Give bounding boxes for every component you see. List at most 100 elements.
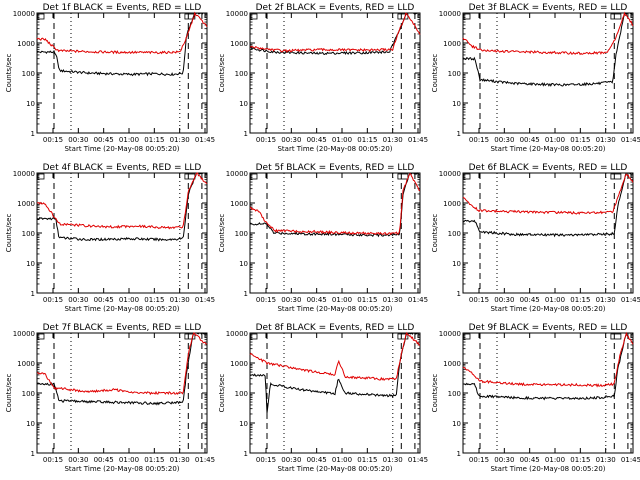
- chart-panel: Det 1f BLACK = Events, RED = LLD 1 10 100 10…: [5, 3, 215, 153]
- y-tick-label: 10: [239, 260, 248, 268]
- x-tick-label: 01:15: [357, 136, 377, 144]
- y-axis-label: Counts/sec: [5, 374, 13, 413]
- chart-title: Det 3f BLACK = Events, RED = LLD: [469, 3, 628, 13]
- x-tick-label: 00:45: [520, 456, 540, 464]
- corner-marker: [37, 333, 45, 340]
- y-tick-label: 1: [244, 450, 248, 458]
- y-tick-label: 10000: [439, 170, 461, 178]
- corner-marker: [250, 333, 258, 340]
- x-axis-label: Start Time (20-May-08 00:05:20): [490, 145, 605, 153]
- x-tick-label: 00:45: [94, 136, 114, 144]
- x-tick-label: 01:00: [332, 296, 352, 304]
- y-axis-label: Counts/sec: [431, 374, 439, 413]
- y-tick-label: 1000: [443, 40, 461, 48]
- x-tick-label: 01:15: [570, 136, 590, 144]
- y-tick-label: 10000: [439, 10, 461, 18]
- y-tick-label: 10000: [13, 330, 35, 338]
- x-tick-label: 00:30: [281, 296, 301, 304]
- x-axis-label: Start Time (20-May-08 00:05:20): [277, 145, 392, 153]
- y-tick-label: 100: [235, 70, 248, 78]
- y-tick-label: 10000: [226, 170, 248, 178]
- y-tick-label: 10000: [439, 330, 461, 338]
- x-tick-label: 01:45: [408, 296, 428, 304]
- corner-marker: [250, 13, 258, 20]
- x-tick-label: 00:30: [494, 456, 514, 464]
- chart-title: Det 2f BLACK = Events, RED = LLD: [256, 3, 415, 13]
- chart-panel: Det 3f BLACK = Events, RED = LLD 1 10 100 10…: [431, 3, 640, 153]
- x-tick-label: 00:30: [68, 136, 88, 144]
- y-tick-label: 100: [448, 230, 461, 238]
- x-tick-label: 01:30: [170, 456, 190, 464]
- lld-series-line: [462, 11, 634, 56]
- y-tick-label: 1: [457, 450, 461, 458]
- x-tick-label: 00:15: [43, 456, 63, 464]
- corner-marker: [250, 173, 258, 180]
- x-tick-label: 01:15: [144, 136, 164, 144]
- y-tick-label: 1000: [17, 200, 35, 208]
- lld-series-line: [249, 12, 421, 53]
- chart-title: Det 1f BLACK = Events, RED = LLD: [43, 3, 202, 13]
- y-tick-label: 1000: [443, 200, 461, 208]
- x-tick-label: 01:45: [408, 136, 428, 144]
- y-axis-label: Counts/sec: [5, 54, 13, 93]
- y-tick-label: 10000: [226, 330, 248, 338]
- y-tick-label: 1: [31, 290, 35, 298]
- x-tick-label: 01:00: [119, 456, 139, 464]
- y-tick-label: 1: [31, 130, 35, 138]
- y-tick-label: 100: [235, 390, 248, 398]
- x-tick-label: 00:15: [469, 136, 489, 144]
- x-tick-label: 00:30: [281, 136, 301, 144]
- y-tick-label: 1: [457, 290, 461, 298]
- y-axis-label: Counts/sec: [218, 54, 226, 93]
- x-axis-label: Start Time (20-May-08 00:05:20): [64, 145, 179, 153]
- chart-title: Det 9f BLACK = Events, RED = LLD: [469, 323, 628, 333]
- chart-title: Det 6f BLACK = Events, RED = LLD: [469, 163, 628, 173]
- y-tick-label: 100: [448, 390, 461, 398]
- x-tick-label: 00:30: [494, 136, 514, 144]
- chart-panel: Det 7f BLACK = Events, RED = LLD 1 10 100 10…: [5, 323, 215, 473]
- x-tick-label: 01:45: [621, 296, 640, 304]
- y-tick-label: 10: [452, 420, 461, 428]
- y-tick-label: 10: [26, 260, 35, 268]
- y-tick-label: 1000: [230, 200, 248, 208]
- events-series-line: [36, 332, 208, 406]
- chart-panel: Det 4f BLACK = Events, RED = LLD 1 10 100 10…: [5, 163, 215, 313]
- events-series-line: [249, 332, 421, 414]
- y-axis-label: Counts/sec: [218, 374, 226, 413]
- chart-panel: Det 6f BLACK = Events, RED = LLD 1 10 100 10…: [431, 163, 640, 313]
- lld-series-line: [462, 173, 634, 215]
- flare-marker: [610, 173, 622, 180]
- x-tick-label: 01:30: [170, 296, 190, 304]
- y-tick-label: 10: [239, 100, 248, 108]
- x-tick-label: 00:15: [469, 296, 489, 304]
- events-series-line: [462, 172, 634, 238]
- events-series-line: [462, 12, 634, 87]
- x-tick-label: 00:45: [307, 456, 327, 464]
- y-axis-label: Counts/sec: [218, 214, 226, 253]
- y-tick-label: 1000: [17, 360, 35, 368]
- x-tick-label: 01:30: [383, 456, 403, 464]
- x-tick-label: 00:30: [68, 296, 88, 304]
- y-tick-label: 10000: [13, 10, 35, 18]
- corner-marker: [37, 173, 45, 180]
- x-tick-label: 01:15: [570, 296, 590, 304]
- events-series-line: [36, 12, 208, 77]
- x-tick-label: 01:00: [119, 136, 139, 144]
- chart-panel: Det 8f BLACK = Events, RED = LLD 1 10 100 10…: [218, 323, 428, 473]
- x-tick-label: 00:45: [307, 136, 327, 144]
- plot-frame: [36, 12, 208, 134]
- y-tick-label: 1000: [230, 360, 248, 368]
- y-tick-label: 1: [31, 450, 35, 458]
- chart-panel: Det 9f BLACK = Events, RED = LLD 1 10 100 10…: [431, 323, 640, 473]
- y-tick-label: 10000: [226, 10, 248, 18]
- x-tick-label: 01:45: [408, 456, 428, 464]
- x-tick-label: 00:30: [281, 456, 301, 464]
- x-tick-label: 01:30: [383, 136, 403, 144]
- events-series-line: [36, 172, 208, 242]
- x-tick-label: 00:15: [256, 456, 276, 464]
- chart-title: Det 8f BLACK = Events, RED = LLD: [256, 323, 415, 333]
- corner-marker: [463, 13, 471, 20]
- flare-marker: [610, 333, 622, 340]
- x-tick-label: 00:45: [520, 296, 540, 304]
- y-tick-label: 1: [244, 290, 248, 298]
